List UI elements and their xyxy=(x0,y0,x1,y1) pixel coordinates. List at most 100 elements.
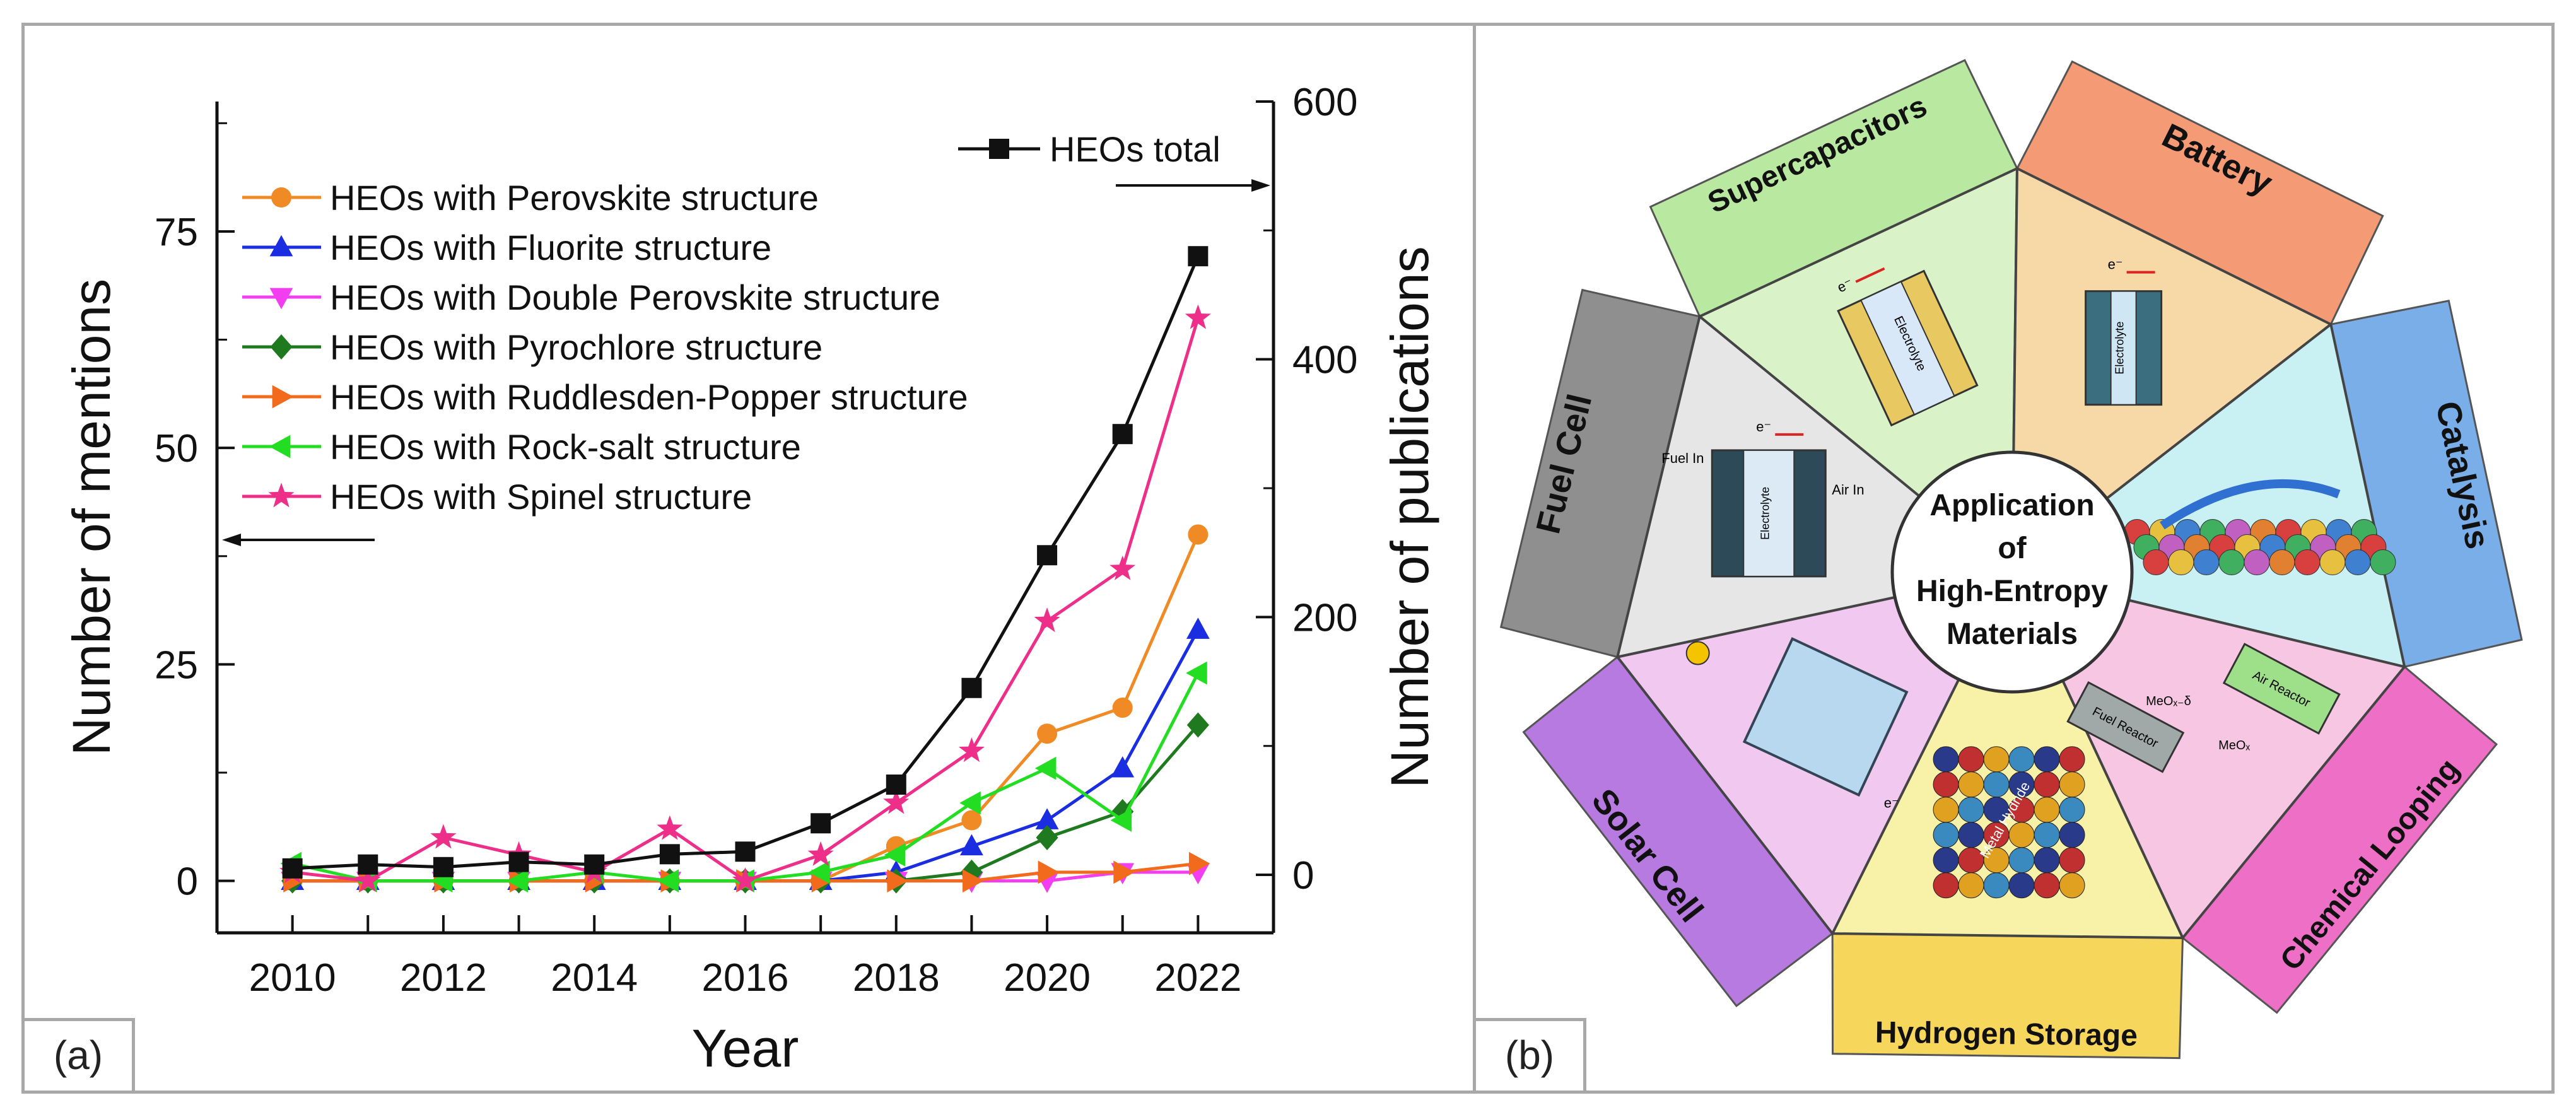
electrolyte-layer xyxy=(2110,290,2137,406)
legend-marker xyxy=(269,288,293,310)
atom xyxy=(2034,847,2060,874)
data-point xyxy=(807,841,834,866)
data-point xyxy=(961,810,982,831)
legend-marker xyxy=(270,334,293,360)
data-point xyxy=(354,867,381,892)
data-point xyxy=(584,854,605,875)
data-point xyxy=(657,869,679,893)
y2-tick-label: 0 xyxy=(1292,854,1314,898)
x-tick-label: 2018 xyxy=(853,956,940,1000)
atom xyxy=(2059,847,2085,874)
atom xyxy=(1958,746,1984,773)
atom xyxy=(1958,822,1984,848)
data-point xyxy=(1109,555,1136,580)
series-heos-with-perovskite-structure xyxy=(282,524,1209,891)
y-tick-label: 50 xyxy=(155,427,198,471)
atom xyxy=(2008,872,2035,899)
data-point xyxy=(508,851,529,872)
legend-item-heos-with-pyrochlore-structure: HEOs with Pyrochlore structure xyxy=(242,327,823,367)
atom xyxy=(1958,771,1984,798)
legend-label: HEOs total xyxy=(1050,129,1221,169)
atom xyxy=(1983,771,2010,798)
meo-xd-label: MeOₓ₋δ xyxy=(2146,694,2191,708)
air-in-label: Air In xyxy=(1832,482,1864,498)
legend-marker xyxy=(989,139,1009,159)
data-point xyxy=(657,815,683,840)
atom xyxy=(2008,822,2035,848)
data-point xyxy=(963,869,984,893)
data-point xyxy=(1113,860,1135,884)
center-label-line: Materials xyxy=(1947,617,2078,651)
x-tick-label: 2016 xyxy=(702,956,789,1000)
atom xyxy=(1958,872,1984,899)
data-point xyxy=(1038,860,1060,884)
x-tick-label: 2010 xyxy=(249,956,336,1000)
fuel-cell-illustration: Electrolyte Fuel In Air In e⁻ xyxy=(1661,419,1865,578)
atom xyxy=(2059,872,2085,899)
legend-marker xyxy=(272,385,294,409)
atom xyxy=(2269,549,2295,576)
data-point xyxy=(430,824,457,849)
y2-tick-label: 600 xyxy=(1292,81,1357,124)
data-point xyxy=(732,867,759,892)
atom xyxy=(2034,872,2060,899)
line-chart: 2010 2012 2014 2016 2018 2020 2022 0 25 50 75 0 200 4… xyxy=(62,81,1439,1078)
atom xyxy=(2370,549,2396,576)
atom xyxy=(2034,771,2060,798)
data-point xyxy=(659,844,680,865)
catalysis-illustration xyxy=(2124,479,2396,576)
atom xyxy=(2218,549,2245,576)
data-point xyxy=(1036,824,1058,850)
atom xyxy=(1933,797,1959,823)
data-point xyxy=(1112,424,1133,445)
data-point xyxy=(1037,723,1058,744)
data-point xyxy=(1185,304,1211,329)
fuel-reactor-box xyxy=(2066,681,2185,773)
data-point xyxy=(506,869,528,893)
atom xyxy=(2059,822,2085,848)
arrow-right-head xyxy=(1251,179,1270,192)
data-point xyxy=(1034,756,1057,780)
y-tick-label: 0 xyxy=(177,860,198,904)
atom xyxy=(1958,797,1984,823)
series-line xyxy=(292,534,1200,883)
atom xyxy=(2034,797,2060,823)
legend-item-heos-with-fluorite-structure: HEOs with Fluorite structure xyxy=(242,228,771,267)
legend-label: HEOs with Spinel structure xyxy=(330,477,752,517)
electron-label: e⁻ xyxy=(2108,257,2123,272)
legend-label: HEOs with Double Perovskite structure xyxy=(330,278,940,317)
data-point xyxy=(1186,712,1209,738)
center-disc xyxy=(1890,450,2134,694)
data-point xyxy=(1037,545,1058,566)
data-point xyxy=(811,813,831,834)
electron-arrow xyxy=(1855,267,1885,283)
center-label-line: High-Entropy xyxy=(1916,575,2108,608)
legend-marker xyxy=(268,482,295,508)
data-point xyxy=(1110,809,1132,832)
data-point xyxy=(358,854,378,875)
chart-panel: 2010 2012 2014 2016 2018 2020 2022 0 25 50 75 0 200 4… xyxy=(21,23,1476,1094)
x-tick-label: 2020 xyxy=(1004,956,1091,1000)
legend-item-heos-with-rock-salt-structure: HEOs with Rock-salt structure xyxy=(242,427,801,467)
atom xyxy=(2059,771,2085,798)
x-axis-title: Year xyxy=(692,1019,799,1078)
legend-label: HEOs with Fluorite structure xyxy=(330,228,771,267)
center-label-line: Application xyxy=(1929,489,2094,522)
y-tick-label: 25 xyxy=(155,643,198,687)
data-point xyxy=(960,834,983,856)
data-point xyxy=(1186,617,1210,639)
data-point xyxy=(961,677,982,698)
legend-label: HEOs with Ruddlesden-Popper structure xyxy=(330,377,968,417)
solar-cell-illustration: e⁻ xyxy=(1685,637,1909,811)
electrolyte-label: Electrolyte xyxy=(2114,322,2126,375)
legend-item-heos-with-ruddlesden-popper-structure: HEOs with Ruddlesden-Popper structure xyxy=(242,377,968,417)
atom xyxy=(2193,549,2220,576)
data-point xyxy=(883,789,910,814)
arrow-left-head xyxy=(222,534,241,546)
electrolyte-label: Electrolyte xyxy=(1759,487,1771,540)
electrolyte-layer xyxy=(1743,449,1795,577)
atom xyxy=(1933,847,1959,874)
data-point xyxy=(1186,661,1207,685)
